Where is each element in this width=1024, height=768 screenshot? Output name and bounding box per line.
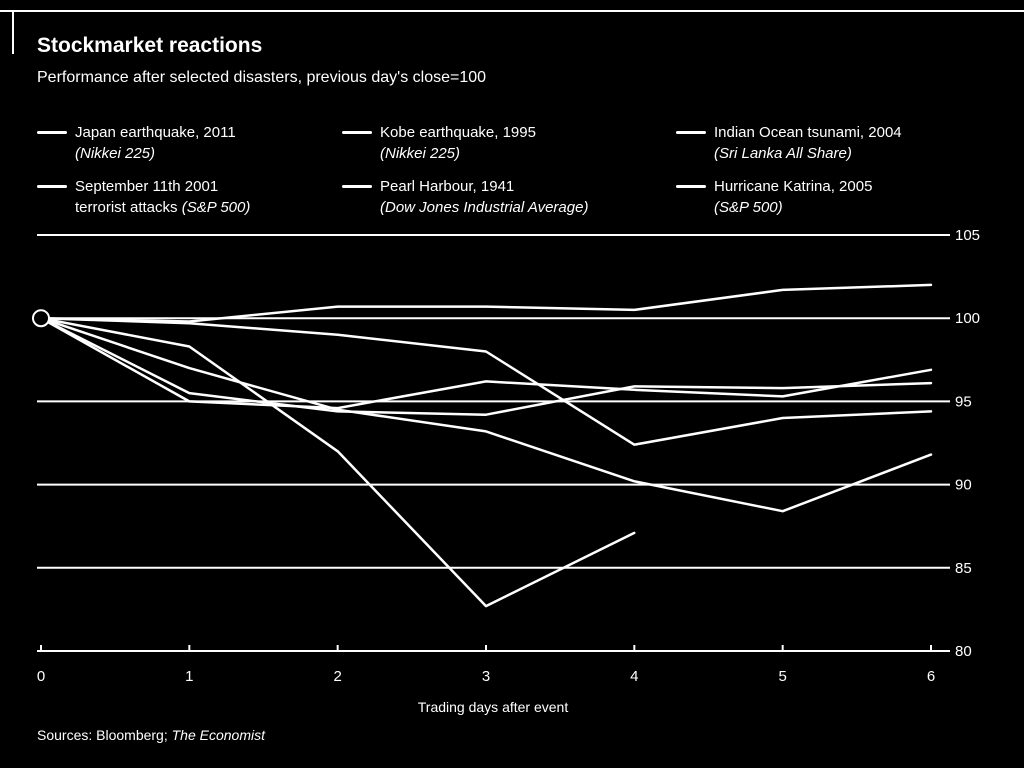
origin-point [32,309,50,328]
x-tick-label: 3 [482,668,490,685]
y-tick-label: 80 [955,643,972,660]
legend-source: (Nikkei 225) [75,145,156,162]
y-tick-label: 95 [955,393,972,410]
y-tick-label: 85 [955,560,972,577]
legend-label-line2: terrorist attacks [75,199,178,216]
legend-source: (Dow Jones Industrial Average) [380,199,589,216]
y-tick-label: 100 [955,310,980,327]
legend-label: Kobe earthquake, 1995 [380,124,536,141]
y-tick-label: 90 [955,477,972,494]
legend-source: (Sri Lanka All Share) [714,145,852,162]
legend-swatch [37,185,67,188]
top-rule [0,10,1024,12]
legend-source: (S&P 500) [714,199,783,216]
legend-swatch [342,185,372,188]
x-axis: 0 1 2 3 4 5 6 [37,645,935,685]
x-tick-label: 6 [927,668,935,685]
legend-swatch [676,131,706,134]
series-katrina [39,283,933,323]
legend-label: Indian Ocean tsunami, 2004 [714,124,902,141]
series-sept11 [39,316,933,410]
legend-swatch [342,131,372,134]
series-tsunami [39,316,933,513]
legend-swatch [37,131,67,134]
legend-source: (S&P 500) [181,199,251,216]
x-tick-label: 0 [37,668,45,685]
legend-label: September 11th 2001 [75,178,219,195]
x-tick-label: 2 [333,668,341,685]
chart-subtitle: Performance after selected disasters, pr… [37,69,487,86]
chart-title: Stockmarket reactions [37,34,263,57]
series-kobe [39,316,933,446]
source-label: Sources: Bloomberg; [37,727,168,743]
series-lines [32,283,933,608]
corner-mark [0,10,14,54]
legend-source: (Nikkei 225) [380,145,461,162]
gridlines: 80 85 90 95 100 105 [37,227,980,660]
x-axis-title: Trading days after event [418,699,569,715]
source-note: Sources: Bloomberg; The Economist [37,727,265,743]
series-japan [39,316,636,608]
legend-label: Pearl Harbour, 1941 [380,178,515,195]
legend-swatch [676,185,706,188]
x-tick-label: 5 [778,668,786,685]
source-publication: The Economist [171,727,265,743]
x-tick-label: 4 [630,668,638,685]
series-pearl [39,316,933,416]
x-tick-label: 1 [185,668,193,685]
y-tick-label: 105 [955,227,980,244]
legend-label: Japan earthquake, 2011 [75,124,236,141]
legend-label: Hurricane Katrina, 2005 [714,178,873,195]
